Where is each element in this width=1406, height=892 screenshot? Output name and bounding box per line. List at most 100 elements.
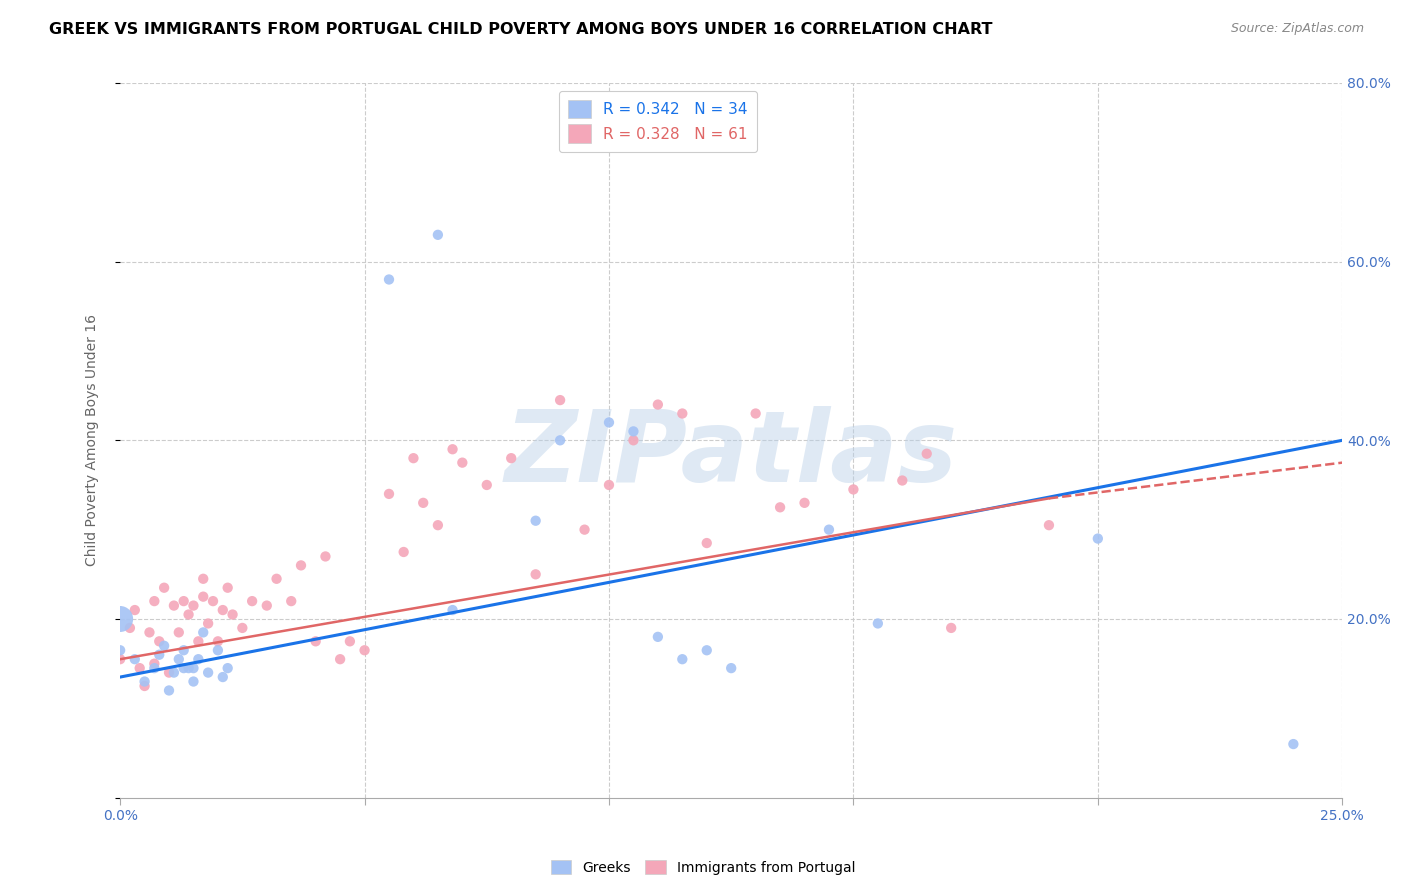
Point <box>353 643 375 657</box>
Point <box>183 674 205 689</box>
Point <box>339 634 361 648</box>
Point <box>207 634 229 648</box>
Point <box>197 665 219 680</box>
Point <box>266 572 288 586</box>
Point <box>744 407 766 421</box>
Point <box>696 536 718 550</box>
Point <box>153 581 176 595</box>
Point <box>231 621 253 635</box>
Point <box>118 621 141 635</box>
Point <box>451 456 474 470</box>
Point <box>134 679 156 693</box>
Point <box>441 442 464 457</box>
Point <box>153 639 176 653</box>
Point <box>163 599 186 613</box>
Point <box>183 599 205 613</box>
Point <box>163 665 186 680</box>
Point <box>193 590 215 604</box>
Point <box>134 674 156 689</box>
Point <box>167 625 190 640</box>
Point <box>305 634 328 648</box>
Point <box>548 393 571 408</box>
Point <box>143 661 166 675</box>
Point <box>769 500 792 515</box>
Point <box>173 643 195 657</box>
Point <box>143 657 166 671</box>
Point <box>548 434 571 448</box>
Point <box>392 545 415 559</box>
Point <box>475 478 498 492</box>
Point <box>207 643 229 657</box>
Point <box>211 603 233 617</box>
Point <box>329 652 352 666</box>
Point <box>143 594 166 608</box>
Point <box>183 661 205 675</box>
Point <box>647 630 669 644</box>
Point <box>157 683 180 698</box>
Point <box>193 625 215 640</box>
Point <box>412 496 434 510</box>
Point <box>402 451 425 466</box>
Point <box>696 643 718 657</box>
Point <box>290 558 312 573</box>
Point <box>378 487 401 501</box>
Point <box>598 416 620 430</box>
Text: Source: ZipAtlas.com: Source: ZipAtlas.com <box>1230 22 1364 36</box>
Point <box>1038 518 1060 533</box>
Y-axis label: Child Poverty Among Boys Under 16: Child Poverty Among Boys Under 16 <box>86 314 100 566</box>
Point <box>842 483 865 497</box>
Point <box>314 549 336 564</box>
Point <box>221 607 243 622</box>
Point <box>108 612 131 626</box>
Point <box>647 398 669 412</box>
Point <box>173 661 195 675</box>
Point <box>623 425 645 439</box>
Text: GREEK VS IMMIGRANTS FROM PORTUGAL CHILD POVERTY AMONG BOYS UNDER 16 CORRELATION : GREEK VS IMMIGRANTS FROM PORTUGAL CHILD … <box>49 22 993 37</box>
Point <box>124 603 146 617</box>
Point <box>598 478 620 492</box>
Point <box>671 407 693 421</box>
Point <box>128 661 150 675</box>
Point <box>187 652 209 666</box>
Point <box>167 652 190 666</box>
Point <box>148 634 170 648</box>
Point <box>501 451 523 466</box>
Point <box>623 434 645 448</box>
Point <box>866 616 889 631</box>
Point <box>941 621 963 635</box>
Point <box>426 227 449 242</box>
Point <box>1282 737 1305 751</box>
Point <box>157 665 180 680</box>
Point <box>524 514 547 528</box>
Point <box>108 652 131 666</box>
Point <box>891 474 914 488</box>
Legend: Greeks, Immigrants from Portugal: Greeks, Immigrants from Portugal <box>546 855 860 880</box>
Point <box>240 594 263 608</box>
Point <box>1087 532 1109 546</box>
Point <box>378 272 401 286</box>
Point <box>124 652 146 666</box>
Point <box>818 523 841 537</box>
Point <box>217 581 239 595</box>
Point <box>177 661 200 675</box>
Point <box>193 572 215 586</box>
Point <box>187 634 209 648</box>
Point <box>173 594 195 608</box>
Point <box>211 670 233 684</box>
Point <box>217 661 239 675</box>
Point <box>720 661 742 675</box>
Point <box>793 496 815 510</box>
Point <box>177 607 200 622</box>
Point <box>574 523 596 537</box>
Point <box>524 567 547 582</box>
Point <box>256 599 278 613</box>
Point <box>197 616 219 631</box>
Point <box>148 648 170 662</box>
Point <box>202 594 225 608</box>
Point <box>280 594 302 608</box>
Point <box>108 643 131 657</box>
Point <box>915 447 938 461</box>
Text: ZIPatlas: ZIPatlas <box>505 406 957 503</box>
Legend: R = 0.342   N = 34, R = 0.328   N = 61: R = 0.342 N = 34, R = 0.328 N = 61 <box>558 91 756 153</box>
Point <box>138 625 160 640</box>
